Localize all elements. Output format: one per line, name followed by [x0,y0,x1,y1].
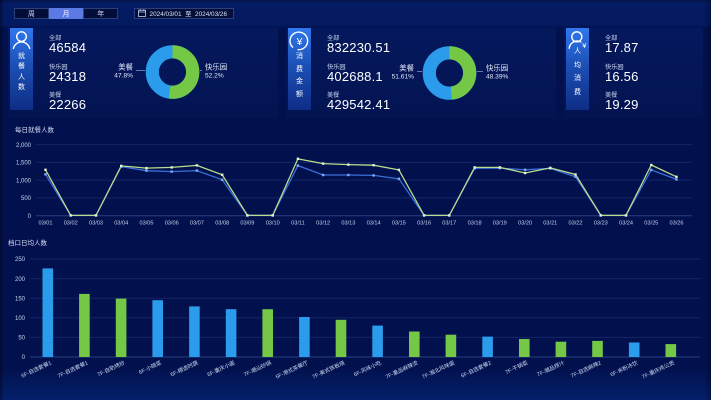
svg-text:03/25: 03/25 [644,221,658,227]
svg-text:7F-湘北风味面: 7F-湘北风味面 [421,358,457,380]
svg-text:51.61%: 51.61% [392,74,415,81]
svg-text:档口日均人数: 档口日均人数 [8,238,48,247]
svg-text:03/18: 03/18 [468,221,482,227]
svg-text:250: 250 [15,257,26,263]
svg-text:03/17: 03/17 [442,221,456,227]
svg-text:03/24: 03/24 [619,221,633,227]
svg-text:7F-美式铁板烧: 7F-美式铁板烧 [311,358,347,380]
svg-text:200: 200 [15,277,26,283]
svg-text:6F-精选时蔬: 6F-精选时蔬 [169,358,200,378]
svg-text:6F-米粉冰饮: 6F-米粉冰饮 [609,358,640,378]
svg-text:美餐: 美餐 [118,63,133,72]
svg-text:50: 50 [18,336,25,342]
svg-text:7F-潮汕砂锅: 7F-潮汕砂锅 [242,358,273,378]
svg-text:48.39%: 48.39% [486,74,509,81]
svg-text:100: 100 [15,316,26,322]
svg-text:150: 150 [15,296,26,302]
svg-text:美餐: 美餐 [399,64,414,73]
svg-text:03/13: 03/13 [341,221,355,227]
svg-text:03/03: 03/03 [89,221,103,227]
svg-text:47.8%: 47.8% [114,73,133,80]
svg-text:03/05: 03/05 [140,221,154,227]
svg-text:03/15: 03/15 [392,221,406,227]
svg-text:7F-重庆鸡公煲: 7F-重庆鸡公煲 [641,358,677,380]
svg-text:7F-干锅菜: 7F-干锅菜 [504,358,530,376]
svg-text:1,500: 1,500 [16,161,32,167]
svg-text:52.2%: 52.2% [205,73,224,80]
svg-text:快乐园: 快乐园 [486,64,508,73]
svg-text:03/08: 03/08 [215,221,229,227]
svg-text:03/21: 03/21 [543,221,557,227]
svg-text:快乐园: 快乐园 [205,63,227,72]
svg-text:03/10: 03/10 [266,221,280,227]
svg-text:6F-小碗菜: 6F-小碗菜 [137,358,163,376]
svg-text:7F-自选套餐1: 7F-自选套餐1 [56,359,89,380]
svg-text:1,000: 1,000 [16,178,32,184]
svg-text:03/26: 03/26 [670,221,684,227]
svg-text:0: 0 [28,214,32,220]
svg-text:03/14: 03/14 [367,221,381,227]
svg-text:03/11: 03/11 [291,221,305,227]
svg-text:03/22: 03/22 [569,221,583,227]
svg-text:7F-重品麻辣烫: 7F-重品麻辣烫 [384,358,420,380]
svg-text:03/12: 03/12 [316,221,330,227]
svg-text:7F-潮品捞汁: 7F-潮品捞汁 [535,358,566,378]
svg-text:0: 0 [22,355,26,361]
svg-text:03/23: 03/23 [594,221,608,227]
svg-text:03/16: 03/16 [417,221,431,227]
svg-text:03/01: 03/01 [39,221,53,227]
svg-text:500: 500 [21,196,32,202]
svg-text:6F-风味小吃: 6F-风味小吃 [352,358,383,378]
svg-text:03/20: 03/20 [518,221,532,227]
svg-text:03/07: 03/07 [190,221,204,227]
svg-text:6F-重庆小面: 6F-重庆小面 [206,358,237,378]
svg-text:每日就餐人数: 每日就餐人数 [15,125,55,134]
svg-text:6F-港式茶餐厅: 6F-港式茶餐厅 [274,358,310,380]
svg-text:7F-自选麻辣2: 7F-自选麻辣2 [569,359,602,380]
svg-text:03/19: 03/19 [493,221,507,227]
svg-text:03/02: 03/02 [64,221,78,227]
svg-text:6F-自选套餐1: 6F-自选套餐1 [20,359,53,380]
svg-text:7F-自助烤炒: 7F-自助烤炒 [96,358,127,378]
svg-text:2,000: 2,000 [16,143,32,149]
svg-text:6F-自选套餐2: 6F-自选套餐2 [459,359,492,380]
svg-text:03/09: 03/09 [240,221,254,227]
svg-text:03/04: 03/04 [114,221,128,227]
svg-text:03/06: 03/06 [165,221,179,227]
